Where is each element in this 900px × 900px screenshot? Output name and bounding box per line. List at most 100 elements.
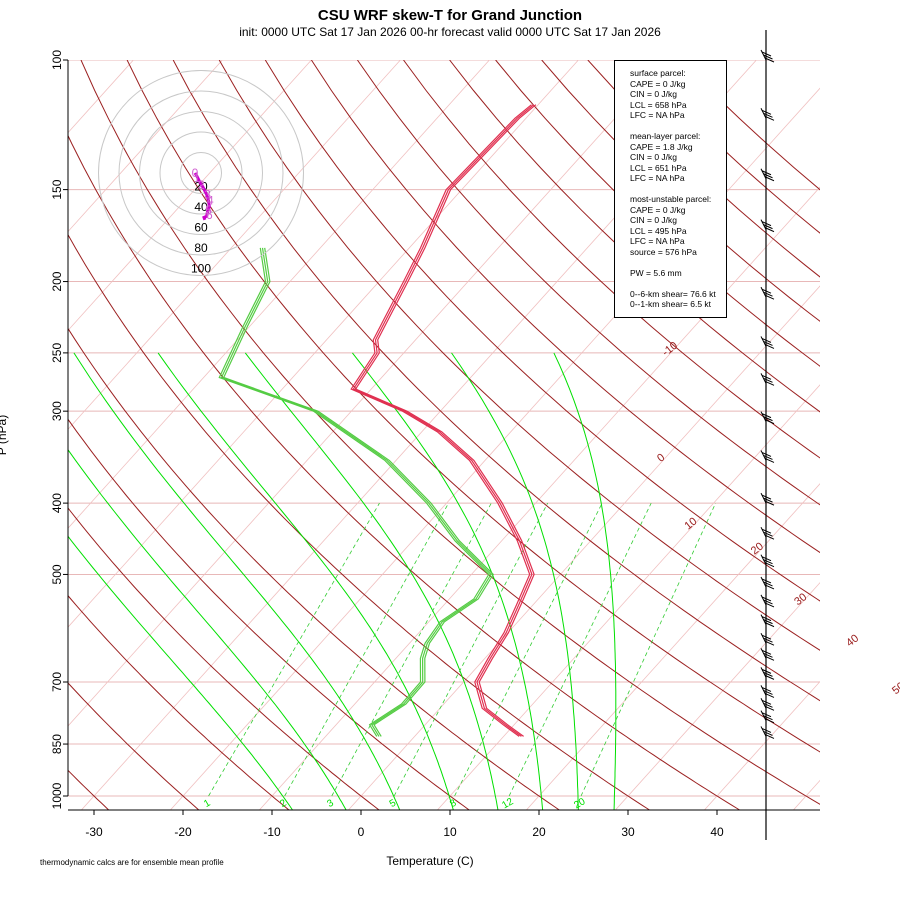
isotherm-label: 20 (749, 540, 766, 557)
dry-adiabat-line (68, 134, 741, 810)
wind-barb-flag (764, 705, 775, 711)
wind-barb-flag (764, 622, 775, 628)
hodograph-height-label: 3 (204, 188, 211, 202)
wind-barb-flag (761, 170, 772, 176)
isotherm-line (347, 285, 820, 810)
chart-title: CSU WRF skew-T for Grand Junction (317, 7, 583, 24)
wind-barb-flag (764, 115, 775, 121)
parcel-info-line: CAPE = 0 J/kg (630, 78, 686, 89)
mixing-ratio-label: 1 (202, 797, 213, 810)
hodograph-trace (193, 172, 211, 221)
x-axis-label: Temperature (C) (386, 854, 474, 868)
wind-barb-flag (764, 419, 775, 425)
mixing-ratio-line (331, 502, 492, 797)
y-tick-label: 200 (50, 271, 64, 291)
hodograph-ring (159, 131, 243, 215)
moist-adiabat-line (68, 535, 294, 810)
wind-barb-flag (763, 652, 773, 658)
wind-barb-flag (764, 733, 775, 739)
dry-adiabat-line (264, 60, 820, 602)
dry-adiabat-line (172, 60, 820, 702)
footnote: thermodynamic calcs are for ensemble mea… (40, 858, 224, 867)
hodograph-height-label: 0 (192, 166, 199, 180)
parcel-info-line: CAPE = 0 J/kg (630, 204, 686, 215)
wind-barb-flag (763, 224, 773, 230)
wind-barb-flag (761, 686, 772, 692)
parcel-info-line: mean-layer parcel: (630, 131, 701, 141)
y-tick-label: 400 (50, 493, 64, 513)
hodograph-ring (118, 90, 284, 256)
wind-barb-flag (761, 288, 772, 294)
x-tick-label: 20 (532, 825, 546, 839)
wind-barb-flag (763, 173, 773, 179)
parcel-info-line: LCL = 658 hPa (630, 99, 687, 110)
wind-barb-flag (763, 715, 773, 721)
x-tick-label: 10 (443, 825, 457, 839)
wind-barb-flag (763, 497, 773, 503)
mixing-ratio-line (284, 502, 449, 797)
wind-barb-flag (763, 416, 773, 422)
profile-traces (218, 104, 537, 737)
wind-barb-flag (763, 702, 773, 708)
dry-adiabat-line (68, 418, 471, 810)
parcel-info-line: most-unstable parcel: (630, 194, 712, 204)
wind-barb-flag (764, 640, 775, 646)
parcel-info-line: 0--6-km shear= 76.6 kt (630, 288, 716, 299)
hodograph-ring-label: 60 (194, 221, 208, 235)
parcel-info-line: LFC = NA hPa (630, 110, 685, 120)
wind-barb-flag (763, 454, 773, 460)
wind-barb-flag (763, 340, 773, 346)
wind-barb-flag (761, 51, 772, 57)
hodograph-height-label: 6 (206, 208, 213, 222)
parcel-info-line: surface parcel: (630, 68, 686, 78)
dry-adiabat-line (495, 60, 820, 367)
moist-adiabat-line (244, 352, 499, 810)
dry-adiabat-line (68, 594, 290, 810)
x-tick-label: 30 (621, 825, 635, 839)
wind-barb-flag (764, 602, 775, 608)
hodograph-ring-label: 80 (194, 241, 208, 255)
y-tick-label: 850 (50, 734, 64, 754)
isotherm-line (436, 384, 820, 810)
mixing-ratio-label: 5 (388, 797, 399, 810)
wind-barb-flag (763, 637, 773, 643)
wind-barb-flag (763, 377, 773, 383)
y-tick-label: 700 (50, 672, 64, 692)
dry-adiabat-line (403, 60, 820, 459)
wind-barb-flag (761, 596, 772, 602)
wind-barb-flag (764, 57, 775, 63)
wind-barb-flag (764, 457, 775, 463)
isotherm-line (881, 60, 900, 812)
mixing-ratio-label: 12 (500, 796, 516, 811)
parcel-info-line: CAPE = 1.8 J/kg (630, 141, 693, 152)
dewpoint-trace (220, 247, 492, 737)
wind-barb-flag (763, 730, 773, 736)
wind-barb-flag (764, 534, 775, 540)
wind-barb-flag (761, 556, 772, 562)
dry-adiabat-line (449, 60, 820, 413)
wind-barb-flag (761, 221, 772, 227)
wind-barb-flag (764, 176, 775, 182)
y-tick-label: 500 (50, 564, 64, 584)
parcel-info-line: 0--1-km shear= 6.5 kt (630, 299, 712, 309)
isotherm-label: 50 (890, 680, 900, 697)
isotherm-line (68, 60, 401, 430)
parcel-info-line: LFC = NA hPa (630, 236, 685, 246)
parcel-info-line: LCL = 495 hPa (630, 225, 687, 236)
isotherm-line (68, 60, 668, 727)
wind-barb-flag (763, 689, 773, 695)
parcel-info-line: LCL = 651 hPa (630, 162, 687, 173)
wind-barb-flag (764, 692, 775, 698)
wind-barb-flag (761, 649, 772, 655)
parcel-info-line: CIN = 0 J/kg (630, 89, 678, 99)
wind-barb-flag (764, 655, 775, 661)
hodograph-ring-label: 40 (194, 200, 208, 214)
wind-barb-flag (763, 599, 773, 605)
wind-barb-flag (764, 227, 775, 233)
x-tick-label: -30 (85, 825, 103, 839)
dry-adiabat-line (310, 60, 820, 554)
x-tick-label: 0 (358, 825, 365, 839)
dry-adiabat-line (218, 60, 820, 651)
